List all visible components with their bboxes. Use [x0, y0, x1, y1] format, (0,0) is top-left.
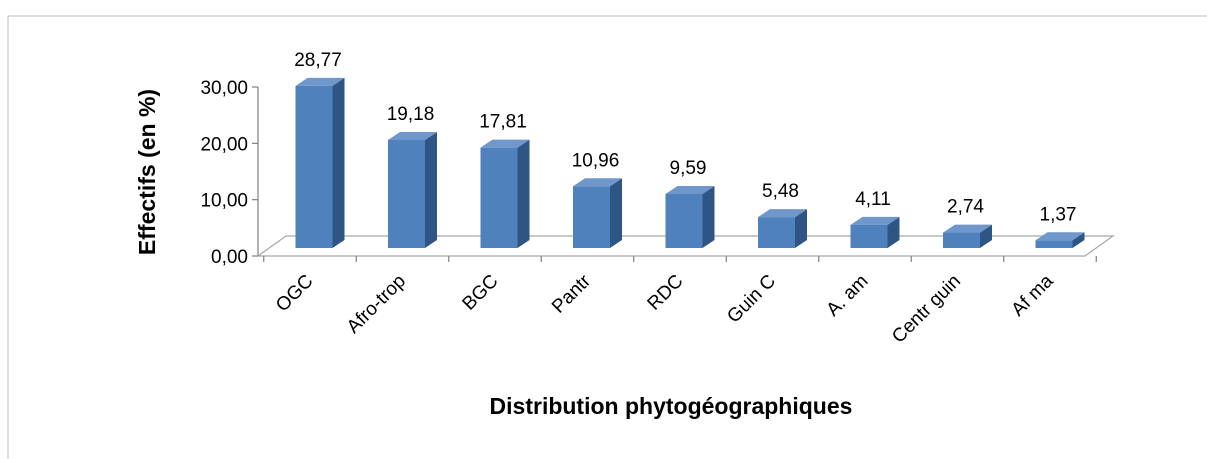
data-label: 17,81: [479, 112, 527, 133]
bar-8: [943, 224, 992, 248]
bar-side: [1072, 232, 1085, 248]
x-tick-label: Afro-trop: [343, 271, 410, 338]
bar-side: [517, 139, 530, 248]
bar-7: [850, 216, 900, 248]
x-tick-label: BGC: [459, 271, 503, 315]
data-label: 19,18: [387, 104, 435, 125]
bar-2: [388, 131, 437, 248]
x-tick-label: Centr guin: [888, 271, 965, 348]
bar-top: [480, 139, 530, 148]
bar-side: [887, 216, 900, 248]
data-label: 9,59: [670, 158, 707, 179]
bar-top: [758, 209, 807, 218]
bar-4: [573, 178, 622, 248]
y-tick-label: 0,00: [211, 247, 248, 268]
bar-1: [295, 77, 345, 248]
bar-front: [1035, 240, 1073, 248]
chart-floor: [256, 235, 1115, 257]
data-label: 4,11: [855, 189, 891, 210]
bar-9: [1035, 232, 1085, 248]
bar-top: [573, 178, 622, 187]
bar-top: [295, 77, 345, 86]
data-label: 28,77: [294, 50, 342, 71]
x-tick-label: RDC: [644, 271, 688, 315]
bar-front: [295, 85, 333, 248]
bar-side: [795, 209, 807, 248]
y-axis-title: Effectifs (en %): [134, 89, 160, 255]
bar-front: [480, 147, 518, 248]
data-label: 1,37: [1040, 204, 1077, 225]
bar-side: [610, 178, 622, 248]
x-tick-label: Pantr: [548, 270, 595, 317]
bar-top: [388, 131, 437, 140]
y-tick-label: 10,00: [200, 191, 248, 212]
bar-6: [758, 209, 807, 248]
bar-side: [980, 224, 992, 248]
bar-front: [850, 224, 888, 248]
y-tick-label: 30,00: [200, 78, 248, 99]
x-tick-label: A. am: [823, 271, 873, 321]
bar-side: [702, 185, 715, 248]
axes: [252, 86, 1115, 262]
bar-top: [943, 224, 992, 233]
bar-front: [758, 217, 795, 248]
bar-5: [665, 185, 715, 248]
x-axis-title: Distribution phytogéographiques: [490, 393, 853, 419]
data-label: 10,96: [572, 150, 620, 171]
x-tick-label: Guin C: [723, 271, 780, 328]
bar-3: [480, 139, 530, 248]
bar-top: [665, 185, 715, 194]
bar-front: [388, 139, 425, 248]
data-label: 5,48: [762, 181, 799, 202]
bars: [295, 77, 1085, 248]
bar-top: [1035, 232, 1085, 241]
bar-top: [850, 216, 900, 225]
bar-side: [425, 131, 437, 248]
y-tick-label: 20,00: [200, 134, 248, 155]
bar-side: [332, 77, 345, 248]
bar-front: [943, 232, 980, 248]
bar-front: [665, 193, 703, 248]
bar-front: [573, 186, 610, 248]
x-tick-label: Af ma: [1008, 270, 1058, 320]
data-label: 2,74: [947, 197, 984, 218]
x-tick-label: OGC: [272, 271, 317, 316]
